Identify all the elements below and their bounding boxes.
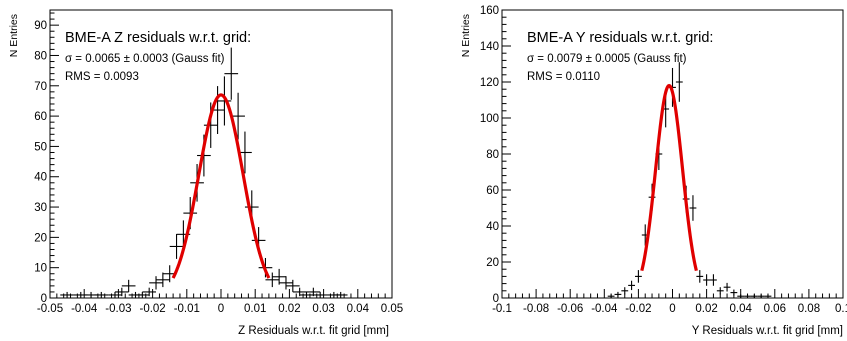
y-x-tick-label: -0.06 — [557, 303, 583, 315]
y-y-tick-label: 120 — [480, 77, 499, 89]
y-x-tick-label: 0.06 — [764, 303, 786, 315]
z-x-tick-label: -0.05 — [37, 303, 63, 315]
y-y-tick-label: 100 — [480, 113, 499, 125]
y-data-point — [737, 294, 745, 298]
z-x-tick-label: 0.02 — [278, 303, 300, 315]
z-y-tick-label: 90 — [34, 20, 47, 32]
z-ticks: -0.05 -0.04 -0.03 -0.02 -0.01 0 0.01 0.02 0.03 0.… — [34, 12, 403, 315]
y-data-point — [764, 294, 772, 298]
z-data-point — [149, 276, 163, 290]
z-x-tick-label: 0.03 — [312, 303, 334, 315]
y-ticks: -0.1 -0.08 -0.06 -0.04 -0.02 0 0.02 0.04 0.06 0.0… — [480, 5, 847, 315]
z-data-point — [272, 268, 286, 285]
z-x-tick-label: 0 — [218, 303, 224, 315]
z-data-point — [114, 287, 129, 297]
z-data-point — [279, 276, 293, 290]
y-data-point — [607, 294, 615, 298]
y-x-axis-label: Y Residuals w.r.t. fit grid [mm] — [692, 325, 843, 337]
y-data-point — [703, 274, 711, 286]
z-plot-area — [49, 9, 393, 299]
z-residuals-panel: -0.05 -0.04 -0.03 -0.02 -0.01 0 0.01 0.02 0.03 0.… — [8, 9, 403, 337]
y-data-point — [744, 294, 751, 298]
y-data-point — [710, 274, 717, 286]
y-data-point — [689, 195, 697, 221]
z-data-point — [121, 279, 136, 292]
z-y-tick-label: 70 — [34, 81, 47, 93]
z-data-point — [217, 76, 232, 126]
y-x-tick-label: 0.1 — [835, 303, 847, 315]
z-data-point — [313, 291, 328, 298]
z-data-point — [60, 291, 74, 298]
y-data-point — [750, 294, 758, 298]
z-x-tick-label: 0.04 — [347, 303, 370, 315]
z-frame — [49, 9, 393, 299]
z-x-tick-label: -0.04 — [71, 303, 98, 315]
z-chart-title: BME-A Z residuals w.r.t. grid: — [65, 30, 251, 46]
y-y-tick-label: 60 — [486, 185, 499, 197]
z-y-axis-label: N Entries — [8, 14, 20, 57]
y-data-point — [696, 270, 704, 283]
z-x-axis-label: Z Residuals w.r.t. fit grid [mm] — [238, 325, 389, 337]
y-data-point — [628, 280, 635, 291]
z-data-point — [142, 287, 157, 297]
y-sigma-annotation: σ = 0.0079 ± 0.0005 (Gauss fit) — [527, 53, 687, 65]
y-x-tick-label: 0 — [669, 303, 675, 315]
z-sigma-annotation: σ = 0.0065 ± 0.0003 (Gauss fit) — [65, 53, 225, 65]
z-rms-annotation: RMS = 0.0093 — [65, 71, 139, 83]
z-y-tick-label: 20 — [34, 232, 47, 244]
y-data-point — [757, 294, 765, 298]
y-x-tick-label: -0.08 — [523, 303, 549, 315]
y-x-tick-label: -0.04 — [591, 303, 618, 315]
z-data-point — [224, 47, 239, 100]
z-y-tick-label: 40 — [34, 172, 47, 184]
y-y-tick-label: 140 — [480, 41, 499, 53]
y-data-point — [675, 62, 683, 102]
z-y-tick-label: 0 — [41, 293, 47, 305]
z-x-tick-label: 0.05 — [381, 303, 403, 315]
z-x-tick-label: 0.01 — [244, 303, 266, 315]
y-y-tick-label: 0 — [493, 293, 499, 305]
z-y-tick-label: 80 — [34, 50, 47, 62]
z-data-point — [169, 234, 184, 259]
y-data-point — [614, 291, 622, 297]
z-data-point — [299, 291, 314, 298]
z-y-tick-label: 30 — [34, 202, 47, 214]
z-data-point — [156, 272, 170, 288]
z-data-point — [135, 291, 150, 298]
y-data-point — [716, 287, 724, 295]
y-y-axis-label: N Entries — [460, 14, 472, 57]
z-y-tick-label: 50 — [34, 141, 47, 153]
z-data-point — [231, 92, 245, 140]
z-y-tick-label: 60 — [34, 111, 47, 123]
y-x-tick-label: 0.08 — [798, 303, 820, 315]
y-y-tick-label: 80 — [486, 149, 499, 161]
z-data-point — [265, 272, 280, 288]
z-data-point — [333, 291, 348, 298]
y-data-point — [634, 270, 642, 283]
y-x-tick-label: -0.02 — [625, 303, 651, 315]
y-rms-annotation: RMS = 0.0110 — [527, 71, 600, 83]
y-x-tick-label: 0.04 — [730, 303, 753, 315]
y-residuals-panel: -0.1 -0.08 -0.06 -0.04 -0.02 0 0.02 0.04 0.06 0.0… — [460, 5, 847, 337]
y-x-tick-label: -0.1 — [492, 303, 512, 315]
z-data-point — [285, 279, 300, 292]
z-data-points — [60, 47, 348, 298]
z-data-point — [108, 291, 122, 298]
y-data-point — [730, 289, 738, 296]
z-x-tick-label: -0.01 — [174, 303, 200, 315]
z-x-tick-label: -0.03 — [105, 303, 131, 315]
y-x-tick-label: 0.02 — [695, 303, 717, 315]
z-y-tick-label: 10 — [34, 263, 47, 275]
y-y-tick-label: 20 — [486, 257, 499, 269]
y-chart-title: BME-A Y residuals w.r.t. grid: — [527, 30, 713, 46]
z-x-tick-label: -0.02 — [139, 303, 165, 315]
y-y-tick-label: 160 — [480, 5, 499, 17]
y-y-tick-label: 40 — [486, 221, 499, 233]
z-gauss-fit-curve — [171, 93, 271, 279]
y-data-point — [621, 287, 629, 295]
y-gauss-fit-curve — [640, 83, 698, 272]
z-data-point — [94, 291, 109, 298]
y-data-point — [723, 282, 731, 292]
